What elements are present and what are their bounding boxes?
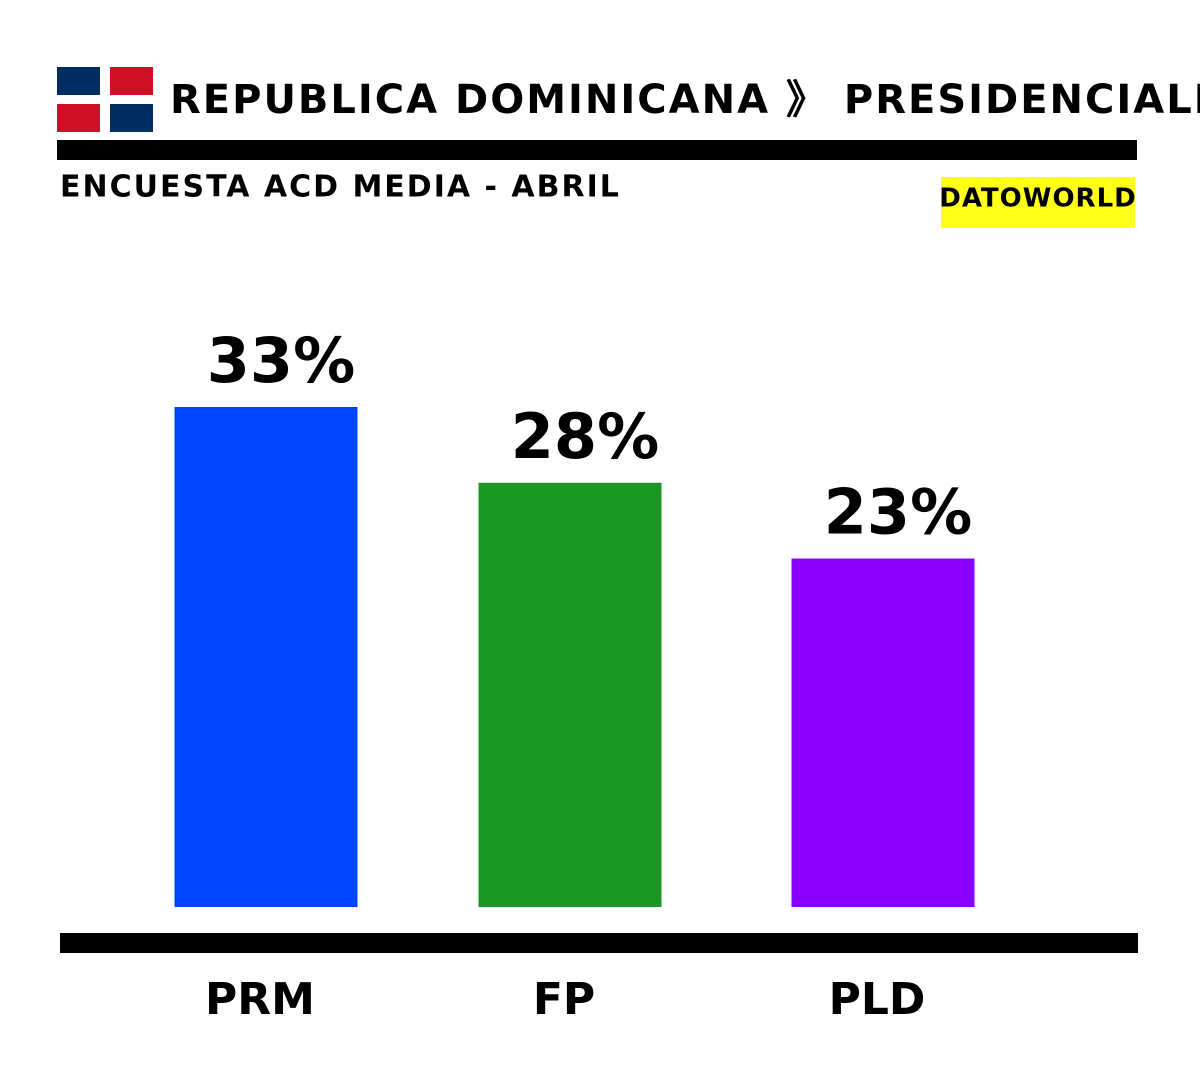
x-tick-label: FP (533, 974, 595, 1025)
bar (174, 407, 358, 907)
x-tick-label: PLD (829, 974, 926, 1025)
bar (791, 558, 975, 907)
header-rule (57, 140, 1137, 160)
source-label: DATOWORLD (939, 184, 1136, 214)
value-label: 33% (207, 324, 355, 397)
source-badge (941, 177, 1135, 228)
bar (478, 482, 662, 907)
value-label: 28% (511, 400, 659, 473)
value-label: 23% (824, 476, 972, 549)
baseline (60, 933, 1138, 953)
chart-title: REPUBLICA DOMINICANA 》 PRESIDENCIALES (170, 77, 1200, 123)
chart-subtitle: ENCUESTA ACD MEDIA - ABRIL (60, 170, 621, 205)
flag (57, 67, 153, 132)
x-tick-label: PRM (205, 974, 315, 1025)
